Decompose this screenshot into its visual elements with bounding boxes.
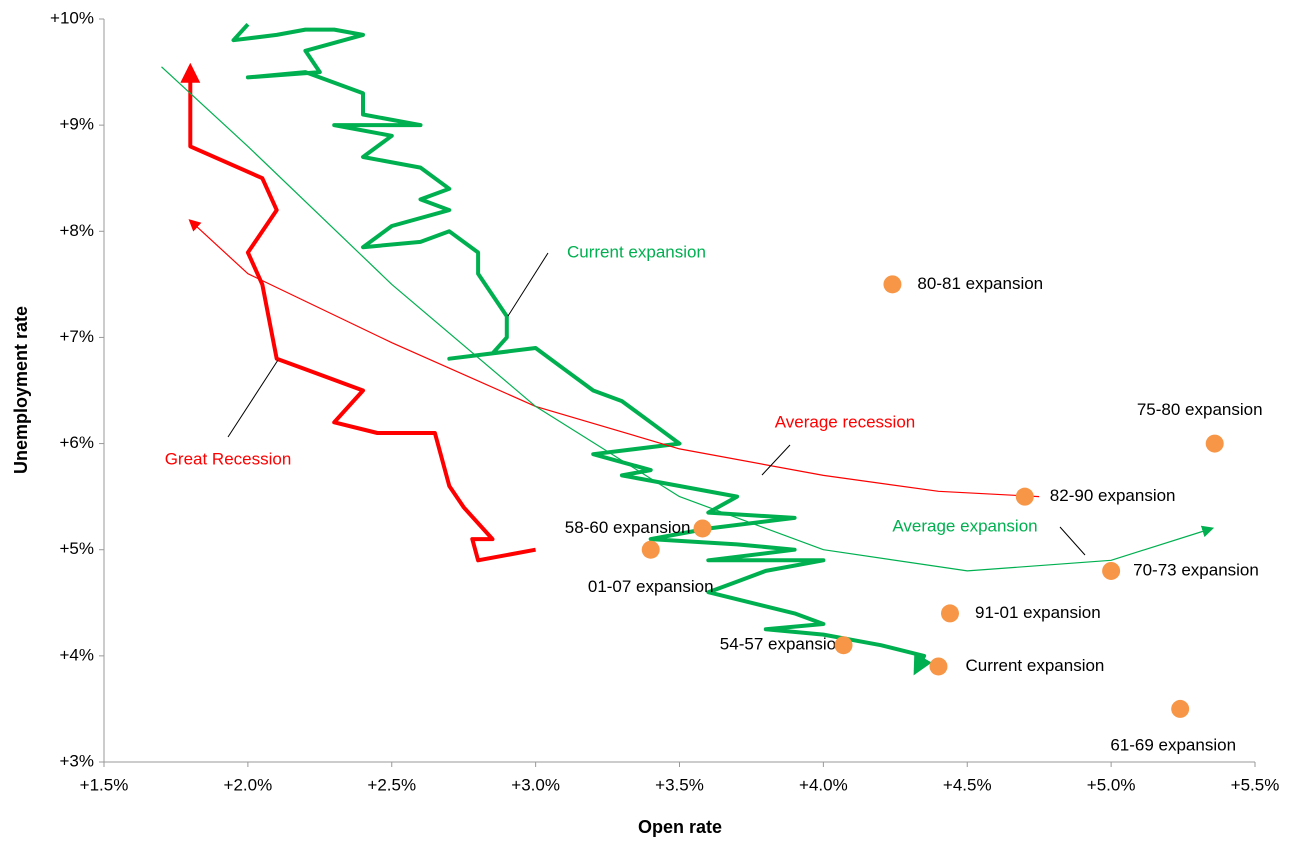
line-series <box>180 62 536 563</box>
point <box>693 519 712 538</box>
x-tick-label: +2.0% <box>224 775 273 794</box>
x-tick-label: +4.5% <box>943 775 992 794</box>
annotation: Current expansion <box>567 242 706 261</box>
leader-line <box>507 252 549 317</box>
point-label: 82-90 expansion <box>1050 486 1176 505</box>
x-tick-label: +3.0% <box>511 775 560 794</box>
point-label: 70-73 expansion <box>1133 560 1259 579</box>
leader-line <box>227 359 279 438</box>
point <box>1102 561 1121 580</box>
annotation: Average expansion <box>892 516 1037 535</box>
y-axis-title: Unemployment rate <box>11 306 31 474</box>
point-label: Current expansion <box>965 656 1104 675</box>
x-tick-label: +5.5% <box>1231 775 1280 794</box>
line-series <box>231 22 932 676</box>
point-label: 58-60 expansion <box>565 518 691 537</box>
point-label: 01-07 expansion <box>588 577 714 596</box>
point <box>940 604 959 623</box>
point-label: 75-80 expansion <box>1137 400 1263 419</box>
y-tick-label: +8% <box>60 221 95 240</box>
point <box>883 275 902 294</box>
x-tick-label: +4.0% <box>799 775 848 794</box>
point <box>641 540 660 559</box>
leader-line <box>1059 526 1086 556</box>
y-tick-label: +5% <box>60 539 95 558</box>
x-tick-label: +5.0% <box>1087 775 1136 794</box>
y-tick-label: +10% <box>50 8 94 27</box>
point-label: 54-57 expansion <box>720 635 846 654</box>
point-label: 80-81 expansion <box>917 274 1043 293</box>
annotation: Great Recession <box>165 449 292 468</box>
x-tick-label: +1.5% <box>80 775 129 794</box>
point <box>1015 487 1034 506</box>
point <box>1171 699 1190 718</box>
y-tick-label: +7% <box>60 327 95 346</box>
annotation: Average recession <box>775 412 916 431</box>
y-tick-label: +6% <box>60 433 95 452</box>
y-tick-label: +3% <box>60 751 95 770</box>
x-axis-title: Open rate <box>638 817 722 837</box>
point <box>1205 434 1224 453</box>
x-tick-label: +3.5% <box>655 775 704 794</box>
leader-line <box>761 444 791 476</box>
line-series <box>161 66 1215 572</box>
line-series <box>188 219 1040 498</box>
point-label: 61-69 expansion <box>1110 735 1236 754</box>
point-label: 91-01 expansion <box>975 603 1101 622</box>
y-tick-label: +4% <box>60 645 95 664</box>
x-tick-label: +2.5% <box>367 775 416 794</box>
point <box>929 657 948 676</box>
y-tick-label: +9% <box>60 115 95 134</box>
point <box>834 636 853 655</box>
